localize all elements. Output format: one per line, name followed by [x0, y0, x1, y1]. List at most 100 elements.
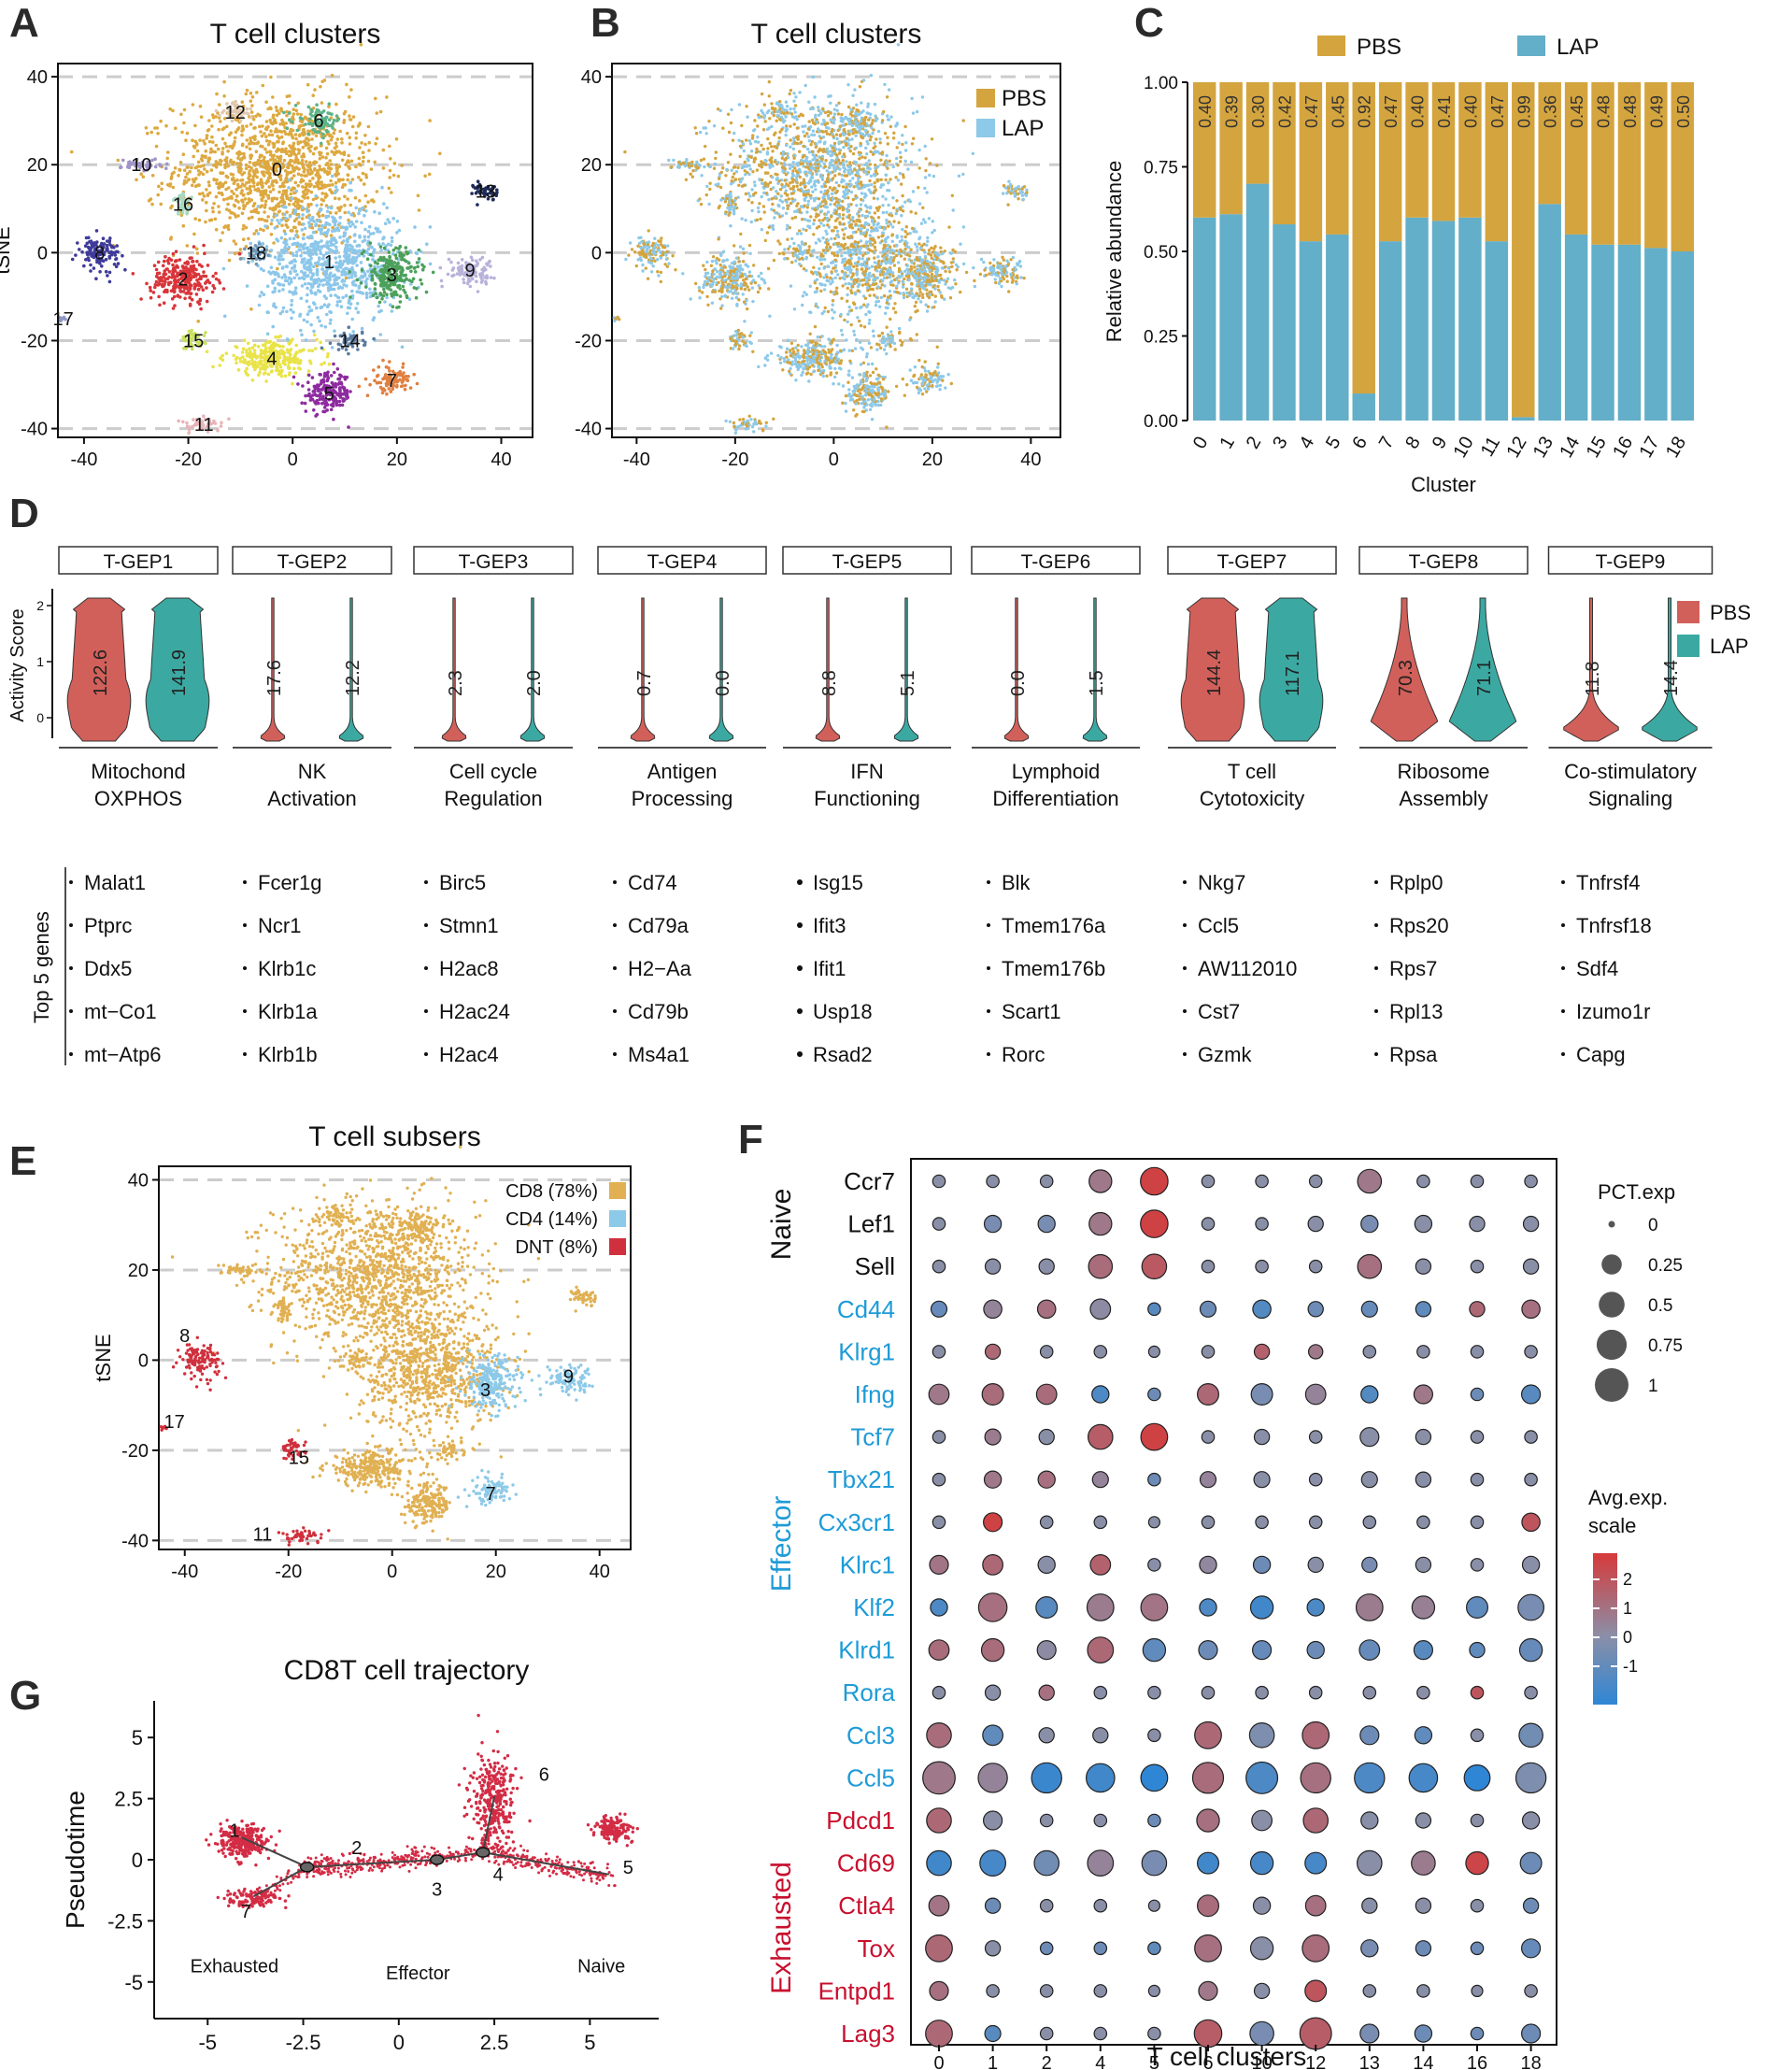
cell-point — [158, 303, 162, 307]
cell-point — [784, 189, 788, 193]
cell-point — [184, 175, 188, 179]
cell-point — [266, 179, 271, 183]
cell-point — [345, 389, 348, 393]
cell-point — [331, 274, 335, 278]
cell-point — [813, 179, 817, 183]
cell-point — [224, 145, 229, 149]
cell-point — [805, 219, 810, 222]
cell-point — [272, 169, 276, 173]
cell-point — [210, 290, 215, 294]
cell-point — [361, 160, 365, 164]
cell-point — [209, 168, 214, 172]
cell-point — [272, 302, 277, 307]
cell-point — [106, 274, 109, 278]
cell-point — [299, 173, 304, 178]
cell-point — [470, 192, 474, 195]
cell-point — [280, 223, 284, 228]
cell-point — [484, 281, 489, 286]
cell-point — [742, 251, 746, 255]
cell-point — [301, 213, 305, 217]
cell-point — [289, 340, 292, 345]
cell-point — [264, 100, 268, 104]
cell-point — [245, 353, 249, 358]
cell-point — [293, 209, 298, 214]
cell-point — [794, 136, 799, 139]
cell-point — [334, 185, 338, 189]
cell-point — [202, 243, 206, 248]
cell-point — [341, 397, 346, 401]
cell-point — [329, 318, 333, 322]
cell-point — [273, 226, 277, 230]
cell-point — [335, 137, 340, 141]
cell-point — [361, 239, 365, 244]
cell-point — [334, 102, 338, 107]
cell-point — [208, 150, 213, 154]
cell-point — [809, 215, 813, 219]
cell-point — [278, 184, 282, 189]
cell-point — [334, 282, 337, 287]
cell-point — [469, 255, 474, 260]
cell-point — [354, 255, 359, 260]
cell-point — [755, 218, 760, 221]
cell-point — [238, 163, 243, 167]
cell-point — [353, 274, 358, 278]
cell-point — [303, 263, 306, 267]
cell-point — [359, 43, 363, 47]
cell-point — [334, 256, 338, 260]
cell-point — [424, 290, 429, 294]
cell-point — [357, 176, 361, 179]
cell-point — [329, 407, 334, 412]
cell-point — [377, 211, 382, 215]
cell-point — [303, 196, 306, 200]
cell-point — [777, 179, 781, 183]
cell-point — [249, 307, 253, 311]
cell-point — [315, 204, 319, 207]
cell-point — [105, 239, 109, 243]
cell-point — [349, 248, 354, 251]
cell-point — [271, 95, 275, 99]
cell-point — [301, 164, 306, 167]
cell-point — [198, 298, 203, 303]
cell-point — [391, 173, 396, 178]
cell-point — [903, 200, 907, 204]
cell-point — [396, 261, 400, 265]
cell-point — [294, 189, 299, 193]
cell-point — [164, 123, 168, 128]
cell-point — [281, 122, 286, 127]
cell-point — [250, 378, 255, 382]
cell-point — [281, 283, 286, 287]
cell-point — [240, 143, 245, 148]
cell-point — [311, 390, 316, 393]
cell-point — [293, 360, 298, 364]
cell-point — [319, 227, 323, 232]
cell-point — [329, 374, 334, 378]
cell-point — [298, 116, 303, 120]
cell-point — [261, 83, 265, 88]
cell-point — [315, 273, 320, 277]
cell-point — [276, 140, 279, 144]
cell-point — [286, 165, 291, 170]
cell-point — [287, 111, 292, 115]
cell-point — [321, 136, 325, 140]
cell-point — [334, 114, 339, 118]
cell-point — [864, 146, 868, 150]
cell-point — [281, 288, 285, 292]
cell-point — [348, 95, 351, 99]
cell-point — [306, 105, 311, 109]
cell-point — [761, 147, 765, 151]
cell-point — [277, 262, 282, 266]
cell-point — [245, 180, 249, 185]
cell-point — [191, 260, 194, 264]
cell-point — [334, 403, 339, 407]
cell-point — [229, 131, 233, 135]
cell-point — [413, 225, 417, 229]
cell-point — [802, 193, 806, 197]
cell-point — [756, 136, 760, 139]
cell-point — [329, 137, 334, 142]
cell-point — [235, 361, 238, 365]
cell-point — [419, 278, 422, 282]
cell-point — [306, 281, 311, 286]
cell-point — [400, 252, 405, 257]
cell-point — [256, 345, 261, 349]
